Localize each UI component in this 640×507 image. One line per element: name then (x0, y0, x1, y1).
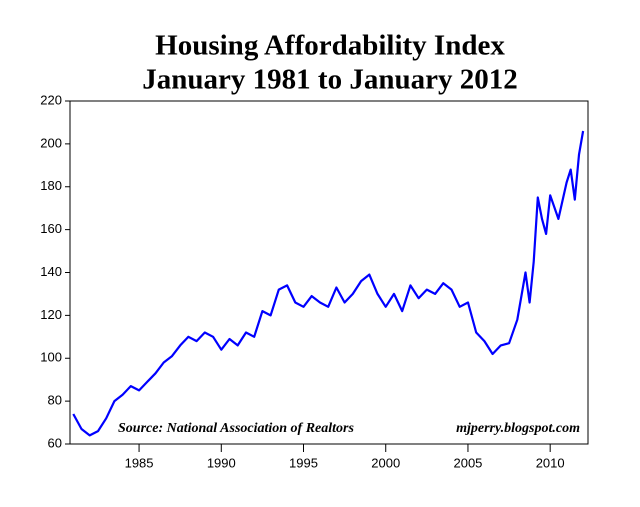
y-tick-label: 160 (40, 221, 62, 236)
y-tick-label: 140 (40, 264, 62, 279)
x-tick-label: 1985 (125, 455, 154, 470)
source-note: Source: National Association of Realtors (118, 421, 355, 436)
y-tick-label: 80 (48, 393, 62, 408)
y-tick-label: 180 (40, 178, 62, 193)
chart-title: Housing Affordability Index (155, 30, 505, 62)
x-tick-label: 2010 (536, 455, 565, 470)
chart-subtitle: January 1981 to January 2012 (142, 64, 517, 96)
x-tick-label: 2005 (453, 455, 482, 470)
y-tick-label: 120 (40, 307, 62, 322)
plot-frame (69, 100, 589, 445)
x-tick-label: 1995 (289, 455, 318, 470)
x-tick-label: 2000 (371, 455, 400, 470)
y-tick-label: 60 (48, 435, 62, 450)
x-tick-label: 1990 (207, 455, 236, 470)
y-tick-label: 220 (40, 92, 62, 107)
credit-note: mjperry.blogspot.com (456, 421, 580, 436)
data-line (72, 130, 585, 437)
y-tick-label: 200 (40, 135, 62, 150)
y-tick-label: 100 (40, 350, 62, 365)
